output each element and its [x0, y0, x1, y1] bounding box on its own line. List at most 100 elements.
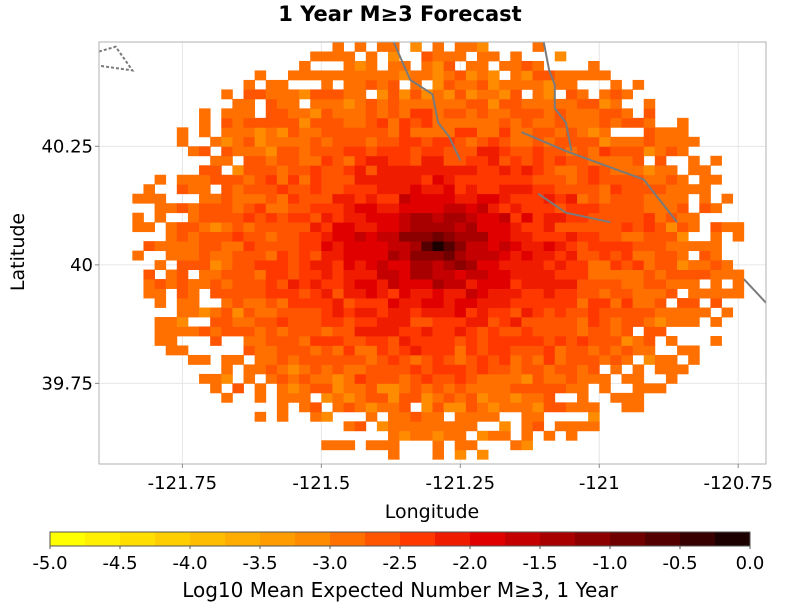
- heatmap-cell: [265, 317, 278, 327]
- heatmap-cell: [476, 146, 489, 157]
- heatmap-cell: [354, 127, 367, 138]
- heatmap-cell: [510, 354, 522, 365]
- heatmap-cell: [332, 364, 344, 375]
- heatmap-cell: [354, 203, 367, 214]
- heatmap-cell: [521, 430, 533, 441]
- heatmap-cell: [532, 212, 545, 223]
- heatmap-cell: [599, 203, 611, 214]
- colorbar-tick-label: 0.0: [736, 553, 765, 574]
- heatmap-cell: [499, 269, 511, 280]
- heatmap-cell: [565, 203, 578, 214]
- heatmap-cell: [499, 307, 511, 318]
- heatmap-cell: [365, 70, 378, 81]
- heatmap-cell: [276, 317, 289, 327]
- heatmap-cell: [265, 288, 278, 299]
- fault-trace: [537, 192, 611, 224]
- heatmap-cell: [254, 231, 267, 242]
- heatmap-cell: [343, 127, 356, 138]
- heatmap-cell: [521, 288, 533, 299]
- heatmap-cell: [243, 89, 256, 100]
- heatmap-cell: [621, 241, 633, 252]
- heatmap-cell: [710, 241, 722, 252]
- heatmap-cell: [388, 203, 400, 214]
- heatmap-cell: [354, 298, 367, 308]
- heatmap-cell: [554, 326, 567, 337]
- heatmap-cell: [554, 269, 567, 280]
- heatmap-cell: [265, 307, 278, 318]
- heatmap-cell: [454, 298, 467, 308]
- heatmap-cell: [488, 250, 500, 261]
- heatmap-cell: [310, 193, 322, 204]
- heatmap-cell: [343, 241, 356, 252]
- heatmap-cell: [199, 127, 211, 138]
- heatmap-cell: [199, 307, 211, 318]
- heatmap-cell: [432, 231, 445, 242]
- heatmap-cell: [632, 260, 645, 270]
- heatmap-cell: [488, 79, 500, 90]
- heatmap-cell: [187, 212, 200, 223]
- heatmap-cell: [632, 250, 645, 261]
- heatmap-cell: [465, 250, 478, 261]
- heatmap-cell: [532, 279, 545, 289]
- heatmap-cell: [410, 373, 422, 384]
- heatmap-cell: [577, 326, 589, 337]
- heatmap-cell: [399, 203, 411, 214]
- chart-title: 1 Year M≥3 Forecast: [278, 2, 522, 26]
- heatmap-cell: [232, 269, 244, 280]
- heatmap-cell: [577, 165, 589, 176]
- heatmap-cell: [376, 298, 389, 308]
- heatmap-cell: [510, 60, 522, 71]
- heatmap-cell: [321, 117, 333, 128]
- heatmap-cell: [388, 269, 400, 280]
- heatmap-cell: [443, 108, 456, 119]
- heatmap-cell: [365, 184, 378, 195]
- heatmap-cell: [432, 260, 445, 270]
- heatmap-cell: [254, 127, 267, 138]
- heatmap-cell: [554, 345, 567, 356]
- heatmap-cell: [299, 250, 311, 261]
- heatmap-cell: [432, 241, 445, 252]
- heatmap-cell: [332, 307, 344, 318]
- heatmap-cell: [532, 203, 545, 214]
- heatmap-cell: [276, 89, 289, 100]
- heatmap-cell: [343, 298, 356, 308]
- heatmap-cell: [365, 364, 378, 375]
- heatmap-cell: [632, 307, 645, 318]
- heatmap-cell: [454, 402, 467, 413]
- heatmap-cell: [677, 364, 689, 375]
- heatmap-cell: [565, 298, 578, 308]
- fault-trace: [743, 278, 766, 304]
- heatmap-cell: [577, 174, 589, 185]
- heatmap-cell: [187, 222, 200, 233]
- heatmap-cell: [443, 402, 456, 413]
- heatmap-cell: [310, 51, 322, 62]
- heatmap-cell: [443, 260, 456, 270]
- heatmap-cell: [577, 89, 589, 100]
- heatmap-cell: [521, 440, 533, 451]
- heatmap-cell: [654, 260, 667, 270]
- heatmap-cell: [521, 60, 533, 71]
- heatmap-cell: [454, 70, 467, 81]
- heatmap-cell: [332, 98, 344, 109]
- heatmap-cell: [465, 165, 478, 176]
- heatmap-cell: [265, 165, 278, 176]
- heatmap-cell: [321, 108, 333, 119]
- heatmap-cell: [354, 260, 367, 270]
- heatmap-cell: [599, 231, 611, 242]
- heatmap-cell: [710, 288, 722, 299]
- heatmap-cell: [588, 127, 600, 138]
- heatmap-cell: [199, 212, 211, 223]
- heatmap-cell: [332, 146, 344, 157]
- heatmap-cell: [365, 146, 378, 157]
- heatmap-cell: [276, 383, 289, 394]
- heatmap-cell: [488, 279, 500, 289]
- heatmap-cell: [732, 279, 745, 289]
- heatmap-cell: [543, 212, 556, 223]
- heatmap-cell: [399, 335, 411, 346]
- heatmap-cell: [287, 392, 300, 403]
- heatmap-cell: [254, 288, 267, 299]
- heatmap-cell: [510, 193, 522, 204]
- heatmap-cell: [454, 212, 467, 223]
- heatmap-cell: [543, 146, 556, 157]
- heatmap-cell: [599, 354, 611, 365]
